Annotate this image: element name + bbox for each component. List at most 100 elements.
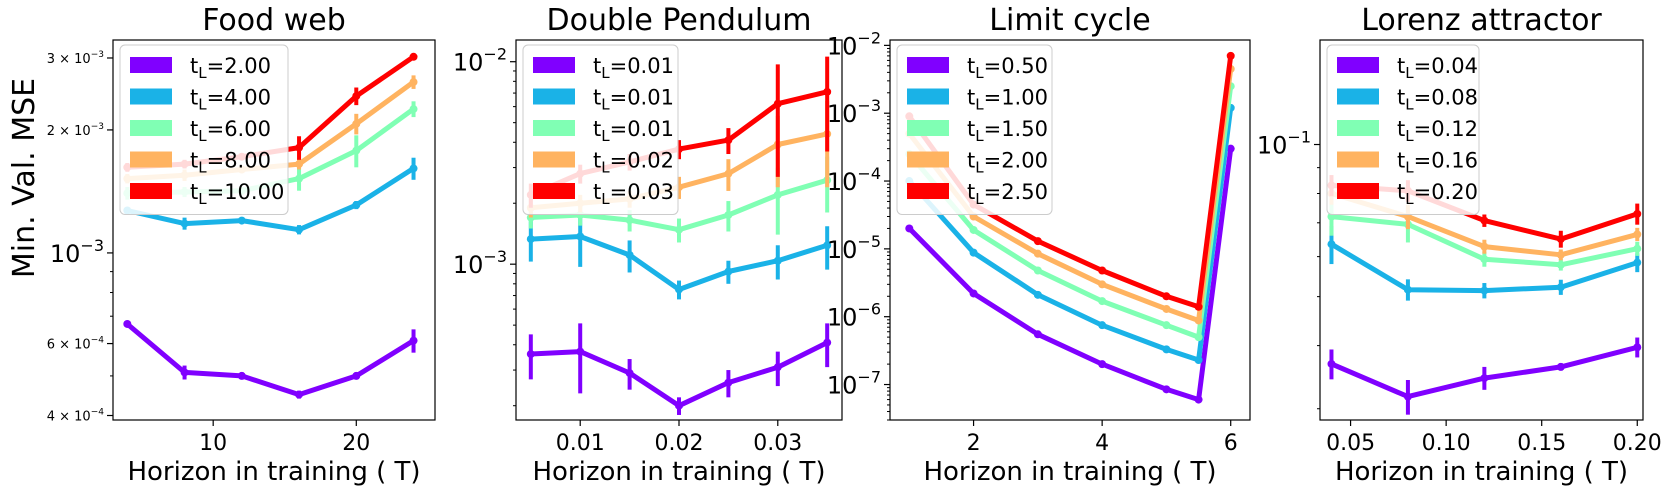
data-point (1033, 330, 1042, 339)
legend-swatch (130, 183, 172, 199)
chart-title: Lorenz attractor (1361, 3, 1602, 38)
data-point (1194, 395, 1203, 404)
legend: tL=0.01 tL=0.01 tL=0.01 tL=0.02 tL=0.03 (522, 44, 679, 215)
legend-swatch (907, 57, 949, 73)
legend-item: tL=4.00 (130, 86, 271, 114)
legend-box (522, 44, 679, 215)
data-point (1480, 216, 1489, 225)
legend-label: tL=0.01 (593, 54, 674, 82)
data-point (1327, 359, 1336, 368)
data-point (1098, 360, 1107, 369)
legend-label: tL=1.50 (967, 117, 1048, 145)
y-tick-label: 10−3 (50, 236, 104, 268)
data-point (1194, 355, 1203, 364)
x-tick-label: 4 (1095, 431, 1109, 456)
x-axis-label: Horizon in training ( T) (127, 457, 420, 487)
legend-label: tL=0.08 (1397, 86, 1478, 114)
data-point (1098, 321, 1107, 330)
series-line (126, 166, 415, 233)
legend-swatch (907, 120, 949, 136)
data-point (724, 378, 733, 387)
legend-item: tL=1.00 (907, 86, 1048, 114)
y-tick-label: 10−6 (827, 300, 881, 332)
data-point (1226, 51, 1235, 60)
data-point (625, 251, 634, 260)
x-tick-label: 10 (199, 431, 227, 456)
legend-label: tL=10.00 (190, 180, 284, 208)
data-point (1480, 242, 1489, 251)
panel-3: Limit cycle 2 4 6 10−7 10−6 10−5 10−4 10−3 10−2 Ho… (827, 3, 1251, 487)
series-line (125, 322, 415, 398)
x-tick-label: 0.02 (655, 431, 704, 456)
legend-item: tL=2.50 (907, 180, 1048, 208)
legend-item: tL=6.00 (130, 117, 271, 145)
data-point (724, 169, 733, 178)
legend-label: tL=0.01 (593, 117, 674, 145)
legend-swatch (130, 120, 172, 136)
legend-item: tL=0.08 (1337, 86, 1478, 114)
legend-label: tL=0.12 (1397, 117, 1478, 145)
plot-area (905, 51, 1235, 404)
data-point (1633, 258, 1642, 267)
y-tick-label: 10−1 (1257, 128, 1311, 160)
data-point (1033, 290, 1042, 299)
data-point (1098, 280, 1107, 289)
data-point (905, 224, 914, 233)
data-point (123, 319, 132, 328)
data-point (773, 256, 782, 265)
x-tick-label: 20 (342, 431, 370, 456)
data-point (1480, 374, 1489, 383)
data-point (823, 87, 832, 96)
legend-item: tL=0.04 (1337, 54, 1478, 82)
legend-item: tL=0.01 (533, 86, 674, 114)
data-point (409, 78, 418, 87)
series-2 (1327, 225, 1642, 301)
legend-swatch (533, 57, 575, 73)
legend-swatch (1337, 120, 1379, 136)
legend-label: tL=6.00 (190, 117, 271, 145)
legend-label: tL=0.04 (1397, 54, 1478, 82)
series-line (530, 340, 829, 409)
y-tick-label: 10−2 (453, 45, 507, 77)
axes-frame (112, 39, 436, 421)
data-point (237, 371, 246, 380)
series-1 (123, 319, 418, 399)
data-point (409, 336, 418, 345)
legend: tL=0.04 tL=0.08 tL=0.12 tL=0.16 tL=0.20 (1326, 44, 1480, 215)
data-point (1194, 302, 1203, 311)
data-point (1098, 266, 1107, 275)
legend-label: tL=2.50 (967, 180, 1048, 208)
legend-swatch (907, 88, 949, 105)
data-point (773, 363, 782, 372)
series-1 (526, 323, 832, 415)
data-point (1633, 209, 1642, 218)
x-tick-label: 0.15 (1517, 431, 1566, 456)
legend-swatch (533, 151, 575, 168)
data-point (675, 225, 683, 234)
legend-swatch (533, 183, 575, 199)
data-point (1162, 292, 1171, 301)
data-point (1194, 316, 1203, 325)
axes-frame (889, 39, 1251, 421)
data-point (295, 225, 304, 234)
data-point (1162, 385, 1171, 394)
legend-label: tL=4.00 (190, 86, 271, 114)
legend-item: tL=0.20 (1337, 180, 1478, 208)
legend-item: tL=0.01 (533, 117, 674, 145)
data-point (773, 99, 782, 108)
data-point (1556, 235, 1565, 244)
legend-label: tL=2.00 (967, 149, 1048, 177)
data-point (1556, 250, 1565, 259)
y-tick-label: 10−5 (827, 232, 881, 264)
data-point (724, 210, 733, 219)
x-tick-label: 0.10 (1422, 431, 1471, 456)
data-point (1327, 240, 1336, 249)
legend-box (1326, 44, 1480, 215)
x-tick-label: 2 (967, 431, 981, 456)
plot-area (1327, 175, 1642, 415)
data-point (576, 232, 585, 241)
data-point (1556, 260, 1565, 269)
legend-swatch (130, 151, 172, 168)
y-tick-label: 10−3 (827, 96, 881, 128)
